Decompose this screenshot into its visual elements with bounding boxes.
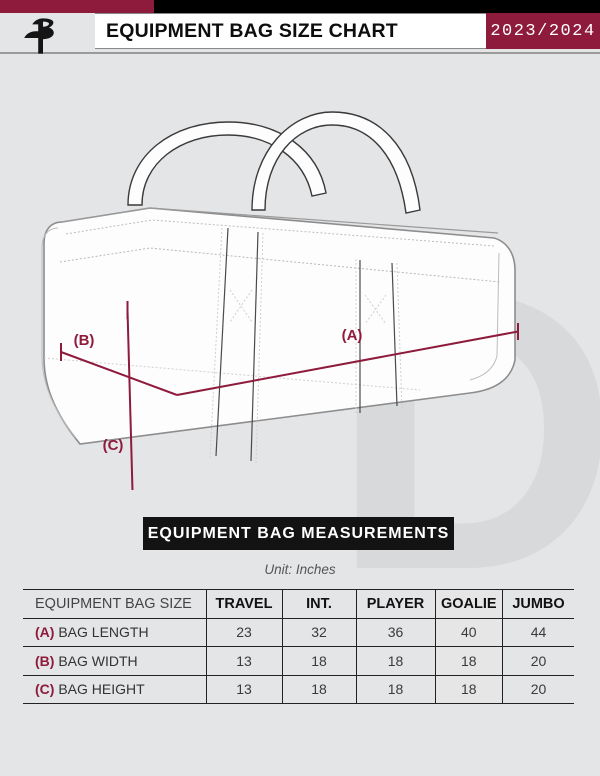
svg-text:(B): (B) [74,332,95,349]
svg-text:(C): (C) [103,437,124,454]
svg-text:(A): (A) [342,327,363,344]
